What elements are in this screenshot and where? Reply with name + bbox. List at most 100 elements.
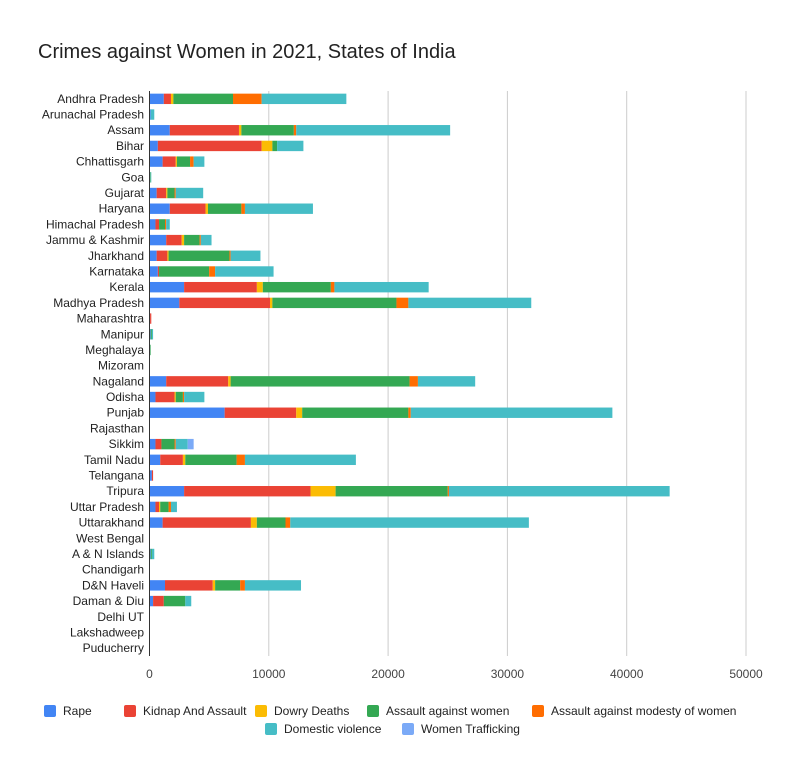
bar-gujarat-rape (149, 187, 157, 199)
category-label: Delhi UT (97, 610, 144, 624)
category-label: Goa (121, 170, 144, 184)
category-label: A & N Islands (72, 547, 144, 561)
legend-swatch-domestic-violence (265, 723, 277, 735)
bar-dandn-haveli-kidnap-and-assault (165, 580, 213, 591)
bar-gujarat-dowry-deaths (166, 187, 168, 199)
bar-uttar-pradesh-kidnap-and-assault (155, 501, 160, 513)
bar-karnataka-domestic-violence (215, 266, 274, 277)
x-tick-label: 0 (146, 667, 153, 681)
category-label: Jharkhand (88, 249, 144, 263)
category-label: Jammu & Kashmir (46, 233, 144, 247)
bar-bihar-rape (149, 140, 158, 152)
category-label: Andhra Pradesh (57, 92, 144, 106)
bar-punjab-assault-against-women (302, 407, 409, 418)
category-label: Bihar (116, 139, 144, 153)
bar-tripura-assault-against-women (335, 486, 448, 497)
bar-madhya-pradesh-dowry-deaths (269, 297, 273, 309)
category-label: Manipur (101, 327, 144, 341)
bar-himachal-pradesh-assault-against-women (159, 219, 166, 230)
legend-label: Assault against women (386, 704, 509, 718)
bar-uttarakhand-assault-against-women (256, 517, 286, 528)
bar-goa-domestic-violence (150, 172, 152, 183)
bar-meghalaya-assault-against-women (150, 344, 151, 356)
category-label: Madhya Pradesh (53, 296, 144, 310)
bar-haryana-domestic-violence (244, 203, 313, 214)
x-tick-label: 20000 (371, 667, 405, 681)
bar-assam-dowry-deaths (238, 125, 242, 136)
bar-tripura-kidnap-and-assault (184, 486, 311, 497)
bar-telangana-kidnap-and-assault (151, 470, 154, 481)
bar-uttar-pradesh-assault-against-modesty-of-women (168, 501, 171, 513)
category-label: Chhattisgarh (76, 155, 144, 169)
bar-sikkim-women-trafficking (187, 438, 194, 450)
bar-chhattisgarh-assault-against-women (176, 156, 191, 167)
bar-telangana-rape (149, 470, 152, 481)
bar-odisha-kidnap-and-assault (155, 391, 175, 403)
bar-daman-and-diu-domestic-violence (185, 595, 192, 607)
bar-maharashtra-kidnap-and-assault (150, 313, 152, 324)
category-label: Karnataka (89, 264, 144, 278)
bar-uttar-pradesh-rape (149, 501, 156, 513)
bar-assam-assault-against-modesty-of-women (293, 125, 297, 136)
bar-andhra-pradesh-assault-against-women (173, 93, 234, 105)
category-label: Sikkim (109, 437, 144, 451)
category-label: Tamil Nadu (84, 453, 144, 467)
bar-gujarat-assault-against-women (167, 187, 175, 199)
bar-punjab-rape (149, 407, 225, 418)
bar-tamil-nadu-domestic-violence (244, 454, 356, 466)
bar-nagaland-assault-against-women (230, 376, 410, 387)
bar-jammu-and-kashmir-assault-against-women (184, 234, 200, 246)
bar-karnataka-rape (149, 266, 158, 277)
bar-manipur-rape (149, 329, 151, 340)
bar-uttar-pradesh-dowry-deaths (159, 501, 161, 513)
bar-jharkhand-assault-against-women (168, 250, 230, 261)
legend: Rape Kidnap And Assault Dowry Deaths Assaul… (44, 704, 736, 736)
bar-odisha-assault-against-women (175, 391, 183, 403)
bar-tripura-assault-against-modesty-of-women (447, 486, 449, 497)
bar-tripura-dowry-deaths (310, 486, 336, 497)
bar-bihar-kidnap-and-assault (157, 140, 262, 152)
category-label: West Bengal (76, 531, 144, 545)
bar-dandn-haveli-rape (149, 580, 166, 591)
bar-nagaland-assault-against-modesty-of-women (409, 376, 418, 387)
bar-nagaland-kidnap-and-assault (166, 376, 229, 387)
bar-gujarat-assault-against-modesty-of-women (174, 187, 176, 199)
bar-kerala-rape (149, 281, 185, 293)
category-label: Tripura (106, 484, 144, 498)
bar-jammu-and-kashmir-kidnap-and-assault (166, 234, 182, 246)
bar-assam-assault-against-women (241, 125, 294, 136)
bar-daman-and-diu-kidnap-and-assault (153, 595, 164, 607)
bar-odisha-dowry-deaths (174, 391, 176, 403)
bar-uttar-pradesh-assault-against-women (160, 501, 169, 513)
bar-sikkim-assault-against-women (161, 438, 175, 450)
bar-kerala-kidnap-and-assault (184, 281, 257, 293)
bar-assam-kidnap-and-assault (169, 125, 239, 136)
category-label: Meghalaya (85, 343, 144, 357)
bar-madhya-pradesh-rape (149, 297, 180, 309)
bar-haryana-kidnap-and-assault (169, 203, 206, 214)
bar-bihar-dowry-deaths (261, 140, 273, 152)
bar-himachal-pradesh-kidnap-and-assault (155, 219, 160, 230)
bar-assam-rape (149, 125, 170, 136)
bar-punjab-kidnap-and-assault (224, 407, 297, 418)
bar-dandn-haveli-assault-against-modesty-of-women (240, 580, 245, 591)
bar-punjab-assault-against-modesty-of-women (408, 407, 411, 418)
category-label: Lakshadweep (70, 625, 144, 639)
legend-swatch-dowry-deaths (255, 705, 267, 717)
category-label: Haryana (99, 202, 145, 216)
legend-swatch-rape (44, 705, 56, 717)
bar-tripura-domestic-violence (448, 486, 670, 497)
category-label: Kerala (109, 280, 144, 294)
bar-haryana-assault-against-women (207, 203, 242, 214)
x-axis-ticks: 0 10000 20000 30000 40000 50000 (146, 667, 763, 681)
bar-goa-assault-against-women (150, 172, 151, 183)
bar-karnataka-assault-against-women (159, 266, 210, 277)
bar-uttarakhand-rape (149, 517, 163, 528)
bar-a-and-n-islands-domestic-violence (151, 548, 155, 560)
bar-bihar-assault-against-women (272, 140, 278, 152)
bar-sikkim-assault-against-modesty-of-women (174, 438, 176, 450)
category-label: Rajasthan (90, 421, 144, 435)
bar-nagaland-rape (149, 376, 167, 387)
gridlines (268, 91, 747, 656)
